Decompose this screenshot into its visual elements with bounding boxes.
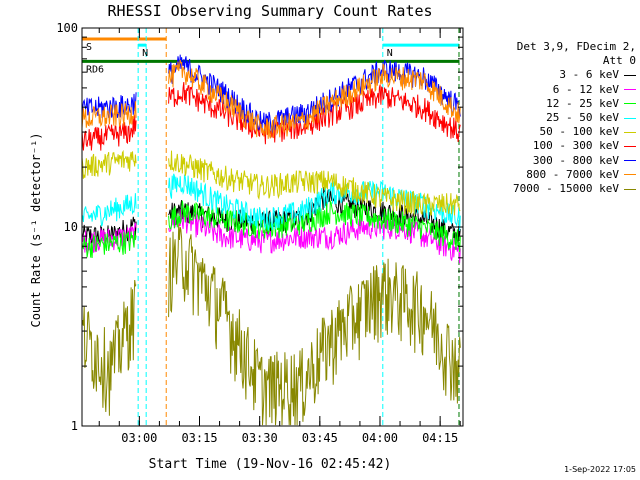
- legend-item-label: 800 - 7000 keV: [526, 167, 619, 181]
- axes-layer: 1 10 100 03:00 03:15 03:30 03:45 04:00 04:15: [56, 21, 463, 445]
- legend-item-label: 12 - 25 keV: [546, 96, 619, 110]
- legend-item-swatch: [624, 89, 636, 91]
- chart-title: RHESSI Observing Summary Count Rates: [107, 2, 432, 20]
- y-tick-label-1: 10: [64, 220, 78, 234]
- series-7-line: [81, 59, 461, 139]
- annotation-label-3: RD6: [86, 64, 104, 75]
- series-2-line: [81, 199, 461, 259]
- legend-item-swatch: [624, 117, 636, 119]
- y-tick-label-2: 100: [56, 21, 78, 35]
- legend-header-line-0: Det 3,9, FDecim 2,: [516, 40, 636, 53]
- annotation-label-0: S: [86, 42, 92, 53]
- legend-item-label: 50 - 100 keV: [539, 125, 619, 139]
- legend-item: 12 - 25 keV: [476, 97, 636, 111]
- legend-item: 300 - 800 keV: [476, 154, 636, 168]
- x-tick-label-5: 04:15: [422, 431, 458, 445]
- legend-item-label: 6 - 12 keV: [552, 82, 619, 96]
- x-tick-label-0: 03:00: [121, 431, 157, 445]
- series-3-line: [81, 173, 461, 232]
- legend-rows: 3 - 6 keV 6 - 12 keV 12 - 25 keV 25 - 50 ke…: [476, 68, 636, 196]
- series-1-line: [81, 209, 461, 264]
- legend-item-swatch: [624, 131, 636, 133]
- x-axis-label: Start Time (19-Nov-16 02:45:42): [149, 457, 392, 472]
- legend-item: 25 - 50 keV: [476, 111, 636, 125]
- legend-header-line-1: Att 0: [602, 54, 636, 68]
- legend-item: 7000 - 15000 keV: [476, 182, 636, 196]
- render-timestamp: 1-Sep-2022 17:05: [564, 465, 636, 474]
- legend-item-swatch: [624, 145, 636, 147]
- legend-item-swatch: [624, 188, 636, 190]
- legend-item-label: 25 - 50 keV: [546, 111, 619, 125]
- legend-item: 50 - 100 keV: [476, 125, 636, 139]
- legend-item-label: 300 - 800 keV: [532, 153, 619, 167]
- legend-header: Det 3,9, FDecim 2, Att 0: [476, 40, 636, 68]
- legend: Det 3,9, FDecim 2, Att 0 3 - 6 keV 6 - 12 …: [476, 40, 636, 196]
- series-6-line: [81, 54, 461, 134]
- legend-item: 3 - 6 keV: [476, 68, 636, 82]
- x-tick-label-1: 03:15: [181, 431, 217, 445]
- legend-item-swatch: [624, 74, 636, 76]
- legend-item-label: 100 - 300 keV: [532, 139, 619, 153]
- legend-item-swatch: [624, 160, 636, 162]
- x-tick-label-4: 04:00: [362, 431, 398, 445]
- y-tick-label-0: 1: [71, 419, 78, 433]
- y-axis-label: Count Rate (s⁻¹ detector⁻¹): [29, 132, 43, 327]
- legend-item: 100 - 300 keV: [476, 139, 636, 153]
- legend-item-label: 3 - 6 keV: [559, 68, 619, 82]
- annotation-label-2: N: [387, 48, 393, 59]
- legend-item-swatch: [624, 174, 636, 176]
- legend-item: 800 - 7000 keV: [476, 168, 636, 182]
- series-5-line: [81, 82, 461, 151]
- legend-item-swatch: [624, 103, 636, 105]
- series-layer: [81, 54, 461, 426]
- legend-item: 6 - 12 keV: [476, 83, 636, 97]
- annotation-label-1: N: [142, 48, 148, 59]
- x-tick-label-2: 03:30: [242, 431, 278, 445]
- x-tick-label-3: 03:45: [302, 431, 338, 445]
- series-4-line: [81, 149, 461, 216]
- legend-item-label: 7000 - 15000 keV: [513, 182, 619, 196]
- series-8-line: [81, 224, 461, 426]
